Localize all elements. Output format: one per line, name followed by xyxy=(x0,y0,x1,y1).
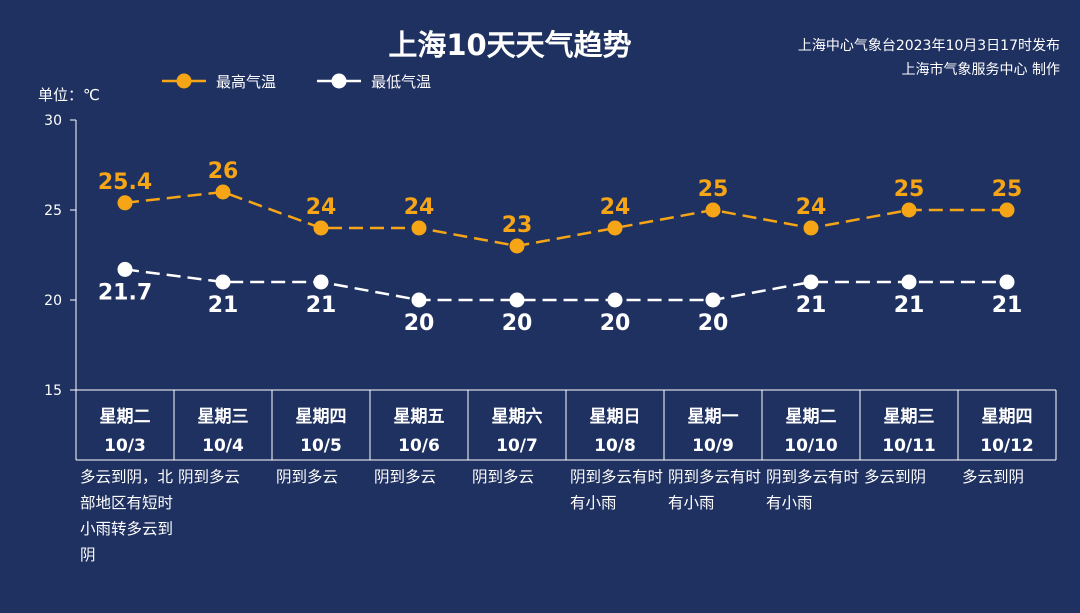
series-high-point xyxy=(411,220,427,236)
y-tick-label: 20 xyxy=(44,293,62,309)
day-condition-text: 阴到多云 xyxy=(178,468,241,486)
series-low-data-label: 21 xyxy=(992,293,1023,318)
series-low-data-label: 21 xyxy=(796,293,827,318)
publish-time-text: 上海中心气象台2023年10月3日17时发布 xyxy=(797,38,1060,54)
day-weekday-label: 星期日 xyxy=(590,407,641,427)
series-low-point xyxy=(705,292,721,308)
legend-high-marker-icon xyxy=(162,73,206,89)
legend-item-low[interactable]: 最低气温 xyxy=(315,70,431,92)
day-date-label: 10/3 xyxy=(104,436,146,456)
legend-low-marker-icon xyxy=(317,73,362,89)
y-tick-label: 15 xyxy=(44,383,62,399)
day-weekday-label: 星期四 xyxy=(296,407,347,427)
legend-item-high[interactable]: 最高气温 xyxy=(160,70,276,92)
series-low-data-label: 21 xyxy=(306,293,337,318)
series-high-data-label: 24 xyxy=(796,195,827,220)
series-high-data-label: 25 xyxy=(894,177,925,202)
day-weekday-label: 星期六 xyxy=(492,406,543,427)
series-low-data-label: 20 xyxy=(404,311,435,336)
series-high-point xyxy=(607,220,623,236)
day-condition-text: 多云到阴，北部地区有短时小雨转多云到阴 xyxy=(80,468,174,564)
series-low-point xyxy=(313,274,329,290)
series-low-data-label: 20 xyxy=(502,311,533,336)
series-high-data-label: 25.4 xyxy=(98,170,152,195)
series-low-point xyxy=(607,292,623,308)
day-condition-text: 阴到多云有时有小雨 xyxy=(668,468,762,512)
series-high-point xyxy=(215,184,231,200)
series-low-point xyxy=(901,274,917,290)
day-date-label: 10/8 xyxy=(594,436,636,456)
series-low-point xyxy=(117,261,133,277)
day-condition-text: 阴到多云 xyxy=(472,468,535,486)
day-condition-text: 阴到多云有时有小雨 xyxy=(766,468,860,512)
series-high-data-label: 25 xyxy=(992,177,1023,202)
series-high-data-label: 24 xyxy=(306,195,337,220)
day-weekday-label: 星期五 xyxy=(394,407,445,427)
series-low-data-label: 21.7 xyxy=(98,280,152,305)
series-high-point xyxy=(509,238,525,254)
series-high-data-label: 24 xyxy=(404,195,435,220)
y-axis-unit-label: 单位：℃ xyxy=(38,86,100,104)
series-high-point xyxy=(999,202,1015,218)
chart-legend: 最高气温 最低气温 xyxy=(160,70,465,92)
series-low-data-label: 20 xyxy=(600,311,631,336)
page-title: 上海10天天气趋势 xyxy=(388,28,632,62)
series-high-data-label: 25 xyxy=(698,177,729,202)
series-high-data-label: 23 xyxy=(502,213,533,238)
day-condition-text: 多云到阴 xyxy=(962,468,1025,486)
day-date-label: 10/4 xyxy=(202,436,244,456)
day-weekday-label: 星期一 xyxy=(688,407,739,427)
series-low-point xyxy=(803,274,819,290)
series-low-point xyxy=(509,292,525,308)
series-low-point xyxy=(411,292,427,308)
series-low-line xyxy=(124,268,1007,302)
y-tick-label: 30 xyxy=(44,113,62,129)
day-condition-text: 阴到多云 xyxy=(374,468,437,486)
day-date-label: 10/7 xyxy=(496,436,538,456)
series-low-data-label: 21 xyxy=(208,293,239,318)
day-date-label: 10/5 xyxy=(300,436,342,456)
legend-high-label: 最高气温 xyxy=(216,72,277,91)
legend-low-label: 最低气温 xyxy=(371,72,432,91)
series-high-data-label: 26 xyxy=(208,159,239,184)
day-condition-text: 阴到多云有时有小雨 xyxy=(570,468,664,512)
series-high-point xyxy=(803,220,819,236)
day-weekday-label: 星期三 xyxy=(884,407,935,427)
series-high-point xyxy=(901,202,917,218)
producer-text: 上海市气象服务中心 制作 xyxy=(901,62,1060,78)
day-weekday-label: 星期三 xyxy=(198,407,249,427)
day-date-label: 10/10 xyxy=(784,436,838,456)
series-high-point xyxy=(313,220,329,236)
day-date-label: 10/11 xyxy=(882,436,936,456)
day-weekday-label: 星期二 xyxy=(786,407,837,427)
publisher-info: 上海中心气象台2023年10月3日17时发布 上海市气象服务中心 制作 xyxy=(640,34,1060,82)
series-high-line xyxy=(124,190,1007,248)
y-tick-label: 25 xyxy=(44,203,62,219)
series-low-data-label: 21 xyxy=(894,293,925,318)
series-low-point xyxy=(999,274,1015,290)
day-weekday-label: 星期四 xyxy=(982,407,1033,427)
day-date-label: 10/9 xyxy=(692,436,734,456)
day-date-label: 10/6 xyxy=(398,436,440,456)
series-high-point xyxy=(705,202,721,218)
series-low-data-label: 20 xyxy=(698,311,729,336)
day-condition-text: 阴到多云 xyxy=(276,468,339,486)
day-condition-text: 多云到阴 xyxy=(864,468,927,486)
series-low-point xyxy=(215,274,231,290)
day-weekday-label: 星期二 xyxy=(100,407,151,427)
series-high-data-label: 24 xyxy=(600,195,631,220)
day-date-label: 10/12 xyxy=(980,436,1034,456)
series-high-point xyxy=(117,195,133,211)
